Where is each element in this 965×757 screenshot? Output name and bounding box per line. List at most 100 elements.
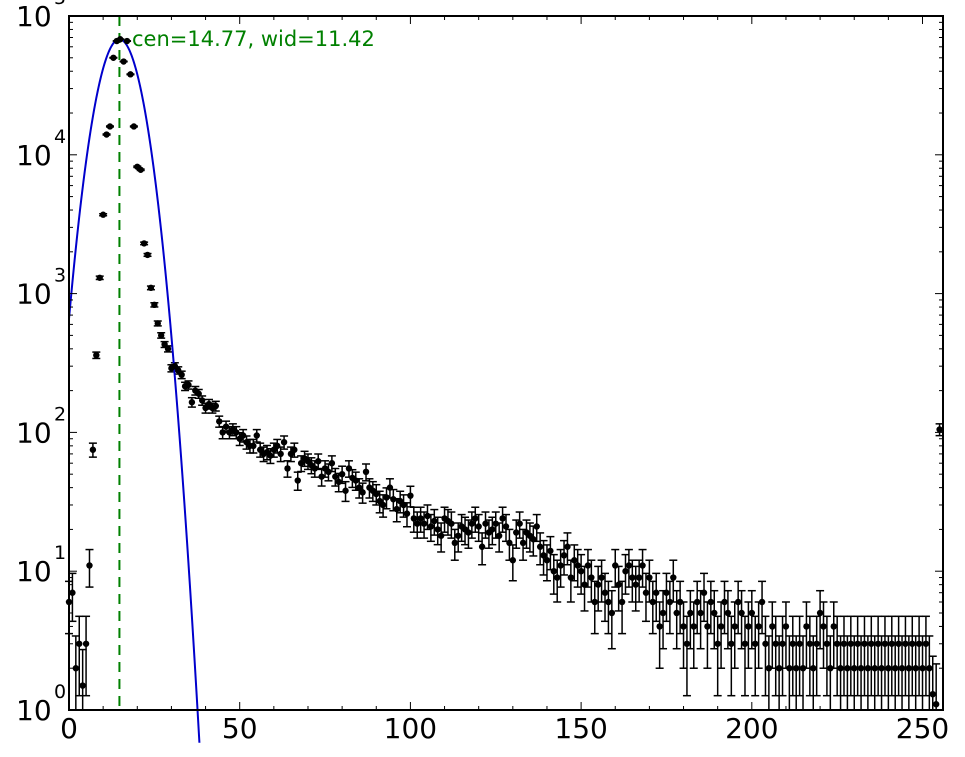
- data-point: [731, 623, 738, 630]
- data-point: [745, 623, 752, 630]
- data-point: [922, 640, 930, 647]
- data-point: [543, 557, 551, 564]
- data-point: [724, 609, 732, 617]
- data-point: [840, 640, 848, 647]
- data-point: [571, 557, 578, 564]
- data-point: [653, 589, 660, 596]
- data-point: [752, 640, 759, 647]
- data-point: [274, 442, 281, 450]
- data-point: [816, 609, 824, 617]
- y-tick-label: 10: [16, 694, 52, 727]
- data-point: [615, 581, 622, 588]
- data-point: [833, 640, 841, 647]
- data-point: [608, 609, 616, 617]
- data-point: [79, 682, 86, 689]
- data-point: [895, 640, 902, 647]
- data-point: [332, 473, 339, 480]
- data-point: [373, 490, 380, 498]
- data-point: [748, 609, 756, 617]
- data-point: [649, 598, 657, 606]
- data-point: [297, 459, 305, 467]
- data-point: [803, 623, 810, 630]
- data-point: [697, 609, 704, 617]
- data-point: [533, 523, 540, 530]
- gaussian-fit-line: [68, 38, 201, 743]
- data-point: [707, 598, 715, 606]
- data-point: [861, 640, 868, 647]
- plot-frame: [68, 15, 944, 711]
- data-point: [898, 665, 906, 672]
- y-tick-label: 10: [16, 139, 52, 172]
- data-point: [738, 609, 745, 617]
- data-point: [216, 418, 223, 425]
- data-point: [796, 640, 803, 647]
- data-point: [868, 640, 875, 647]
- data-point: [932, 701, 940, 708]
- data-point: [434, 526, 441, 533]
- data-point: [874, 640, 882, 647]
- data-point: [342, 487, 349, 494]
- data-point: [127, 71, 134, 78]
- data-point: [99, 211, 107, 218]
- data-point: [359, 489, 366, 496]
- data-point: [789, 640, 796, 647]
- data-point: [577, 568, 585, 575]
- data-point: [513, 529, 520, 536]
- data-point: [782, 623, 790, 630]
- data-point: [632, 581, 639, 588]
- data-point: [926, 665, 933, 672]
- data-point: [823, 640, 831, 647]
- data-point: [161, 341, 168, 348]
- data-point: [140, 240, 148, 247]
- data-point: [478, 543, 486, 550]
- data-point: [666, 598, 674, 606]
- data-point: [499, 515, 506, 522]
- data-point: [379, 501, 387, 509]
- data-point: [86, 562, 93, 569]
- data-point: [431, 517, 438, 525]
- data-point: [929, 690, 936, 698]
- x-tick-label: 0: [60, 712, 78, 745]
- data-point: [294, 477, 301, 484]
- data-point: [76, 640, 83, 647]
- data-point: [844, 665, 851, 672]
- data-point: [806, 640, 814, 647]
- data-point: [881, 640, 889, 647]
- data-point: [830, 623, 837, 630]
- y-tick-exponent: 3: [54, 265, 66, 287]
- data-point: [175, 367, 182, 374]
- data-point: [755, 623, 762, 630]
- data-point: [717, 623, 725, 630]
- data-point: [123, 37, 131, 45]
- data-point: [711, 609, 718, 617]
- data-point: [451, 539, 458, 547]
- x-tick-label: 250: [896, 712, 949, 745]
- data-point: [905, 665, 913, 672]
- x-tick-label: 100: [384, 712, 437, 745]
- data-point: [110, 54, 117, 61]
- data-point: [277, 450, 284, 458]
- data-point: [455, 532, 462, 539]
- data-point: [550, 568, 557, 575]
- y-tick-label: 10: [16, 0, 52, 33]
- data-point: [676, 598, 684, 606]
- data-point: [509, 557, 517, 564]
- data-point: [837, 665, 844, 672]
- data-point: [219, 429, 226, 436]
- data-point: [605, 598, 612, 606]
- data-point: [799, 665, 807, 672]
- data-point: [106, 123, 114, 130]
- data-point: [683, 640, 691, 647]
- data-point: [482, 520, 489, 527]
- data-point: [315, 458, 322, 465]
- data-point: [820, 623, 827, 630]
- data-point: [103, 131, 110, 138]
- data-point: [704, 623, 711, 630]
- data-point: [280, 438, 288, 446]
- data-point: [792, 665, 800, 672]
- y-tick-exponent: 1: [54, 542, 66, 564]
- data-point: [335, 478, 342, 486]
- data-point: [786, 665, 793, 672]
- data-point: [909, 640, 916, 647]
- data-point: [345, 465, 353, 472]
